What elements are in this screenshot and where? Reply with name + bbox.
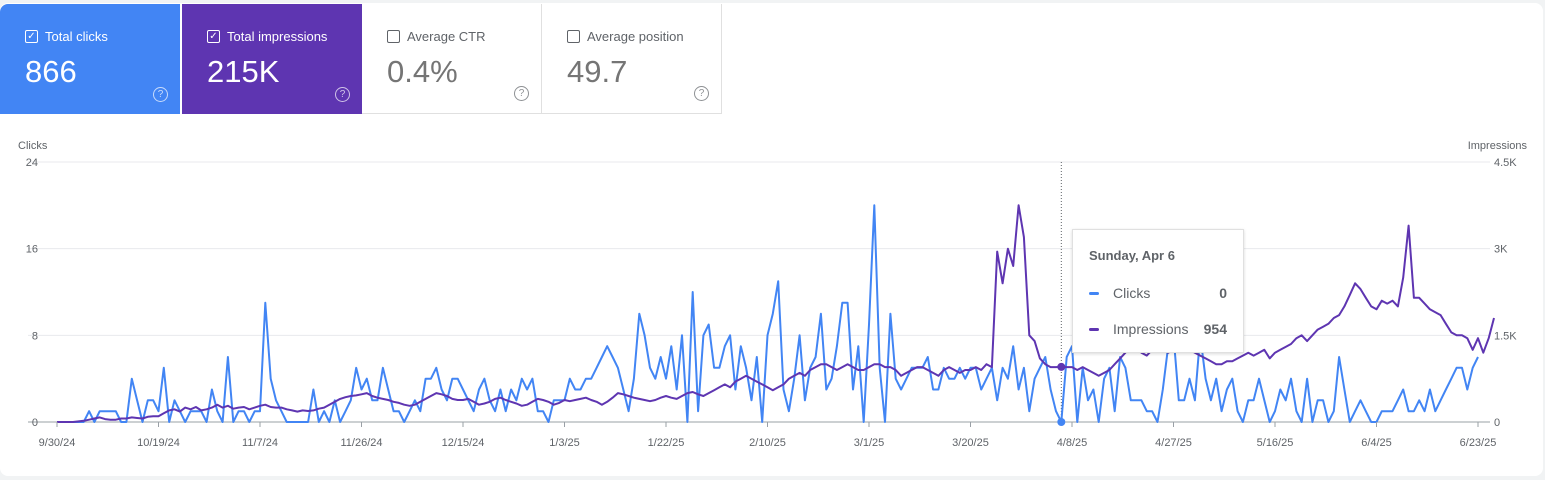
right-tick-label: 4.5K	[1494, 157, 1517, 169]
metric-value: 0.4%	[387, 54, 458, 89]
x-tick-label: 5/16/25	[1257, 437, 1294, 449]
metric-card-average-ctr[interactable]: Average CTR 0.4% ?	[362, 4, 542, 114]
metric-label: Total impressions	[227, 29, 328, 44]
checkbox-unchecked-icon[interactable]	[567, 30, 580, 43]
x-tick-label: 1/3/25	[549, 437, 580, 449]
left-tick-label: 16	[26, 244, 38, 256]
clicks-swatch-icon	[1089, 291, 1099, 295]
x-tick-label: 6/4/25	[1361, 437, 1392, 449]
left-tick-label: 8	[32, 330, 38, 342]
clicks-hover-point	[1057, 418, 1066, 426]
metric-label: Average CTR	[407, 29, 486, 44]
help-icon[interactable]: ?	[514, 86, 529, 101]
x-tick-label: 3/20/25	[952, 437, 989, 449]
right-tick-label: 0	[1494, 417, 1500, 429]
x-tick-label: 4/27/25	[1155, 437, 1192, 449]
x-tick-label: 11/7/24	[242, 437, 278, 449]
metric-label: Total clicks	[45, 29, 108, 44]
impressions-swatch-icon	[1089, 327, 1099, 331]
checkbox-checked-icon[interactable]: ✓	[25, 30, 38, 43]
help-icon[interactable]: ?	[694, 86, 709, 101]
checkbox-checked-icon[interactable]: ✓	[207, 30, 220, 43]
impressions-series-line	[57, 204, 1495, 423]
performance-panel: ✓ Total clicks 866 ? ✓ Total impressions 2…	[0, 3, 1543, 476]
help-icon[interactable]: ?	[153, 87, 168, 102]
metric-label: Average position	[587, 29, 684, 44]
left-tick-label: 0	[32, 417, 38, 429]
x-tick-label: 11/26/24	[340, 437, 382, 449]
checkbox-unchecked-icon[interactable]	[387, 30, 400, 43]
impressions-hover-point	[1057, 362, 1066, 371]
tooltip-value: 954	[1203, 321, 1227, 337]
metric-value: 215K	[207, 54, 280, 89]
right-tick-label: 3K	[1494, 244, 1508, 256]
x-tick-label: 3/1/25	[854, 437, 885, 449]
tooltip-label: Clicks	[1113, 285, 1151, 301]
left-tick-label: 24	[26, 157, 38, 169]
metric-card-total-impressions[interactable]: ✓ Total impressions 215K ?	[182, 4, 362, 114]
metric-value: 49.7	[567, 54, 628, 89]
x-tick-label: 10/19/24	[137, 437, 180, 449]
right-tick-label: 1.5K	[1494, 330, 1517, 342]
left-axis-label: Clicks	[18, 140, 48, 152]
x-tick-label: 4/8/25	[1057, 437, 1088, 449]
metric-value: 866	[25, 54, 77, 89]
x-tick-label: 6/23/25	[1460, 437, 1497, 449]
x-tick-label: 2/10/25	[749, 437, 786, 449]
x-tick-label: 12/15/24	[442, 437, 485, 449]
metric-card-total-clicks[interactable]: ✓ Total clicks 866 ?	[0, 4, 180, 114]
tooltip-label: Impressions	[1113, 321, 1189, 337]
clicks-series-line	[57, 204, 1479, 423]
chart-tooltip: Sunday, Apr 6 Clicks 0 Impressions 954	[1072, 229, 1244, 353]
x-tick-label: 9/30/24	[39, 437, 76, 449]
tooltip-date: Sunday, Apr 6	[1089, 248, 1175, 263]
x-tick-label: 1/22/25	[648, 437, 685, 449]
tooltip-value: 0	[1219, 285, 1227, 301]
metric-card-average-position[interactable]: Average position 49.7 ?	[542, 4, 722, 114]
right-axis-label: Impressions	[1468, 140, 1528, 152]
help-icon[interactable]: ?	[335, 87, 350, 102]
